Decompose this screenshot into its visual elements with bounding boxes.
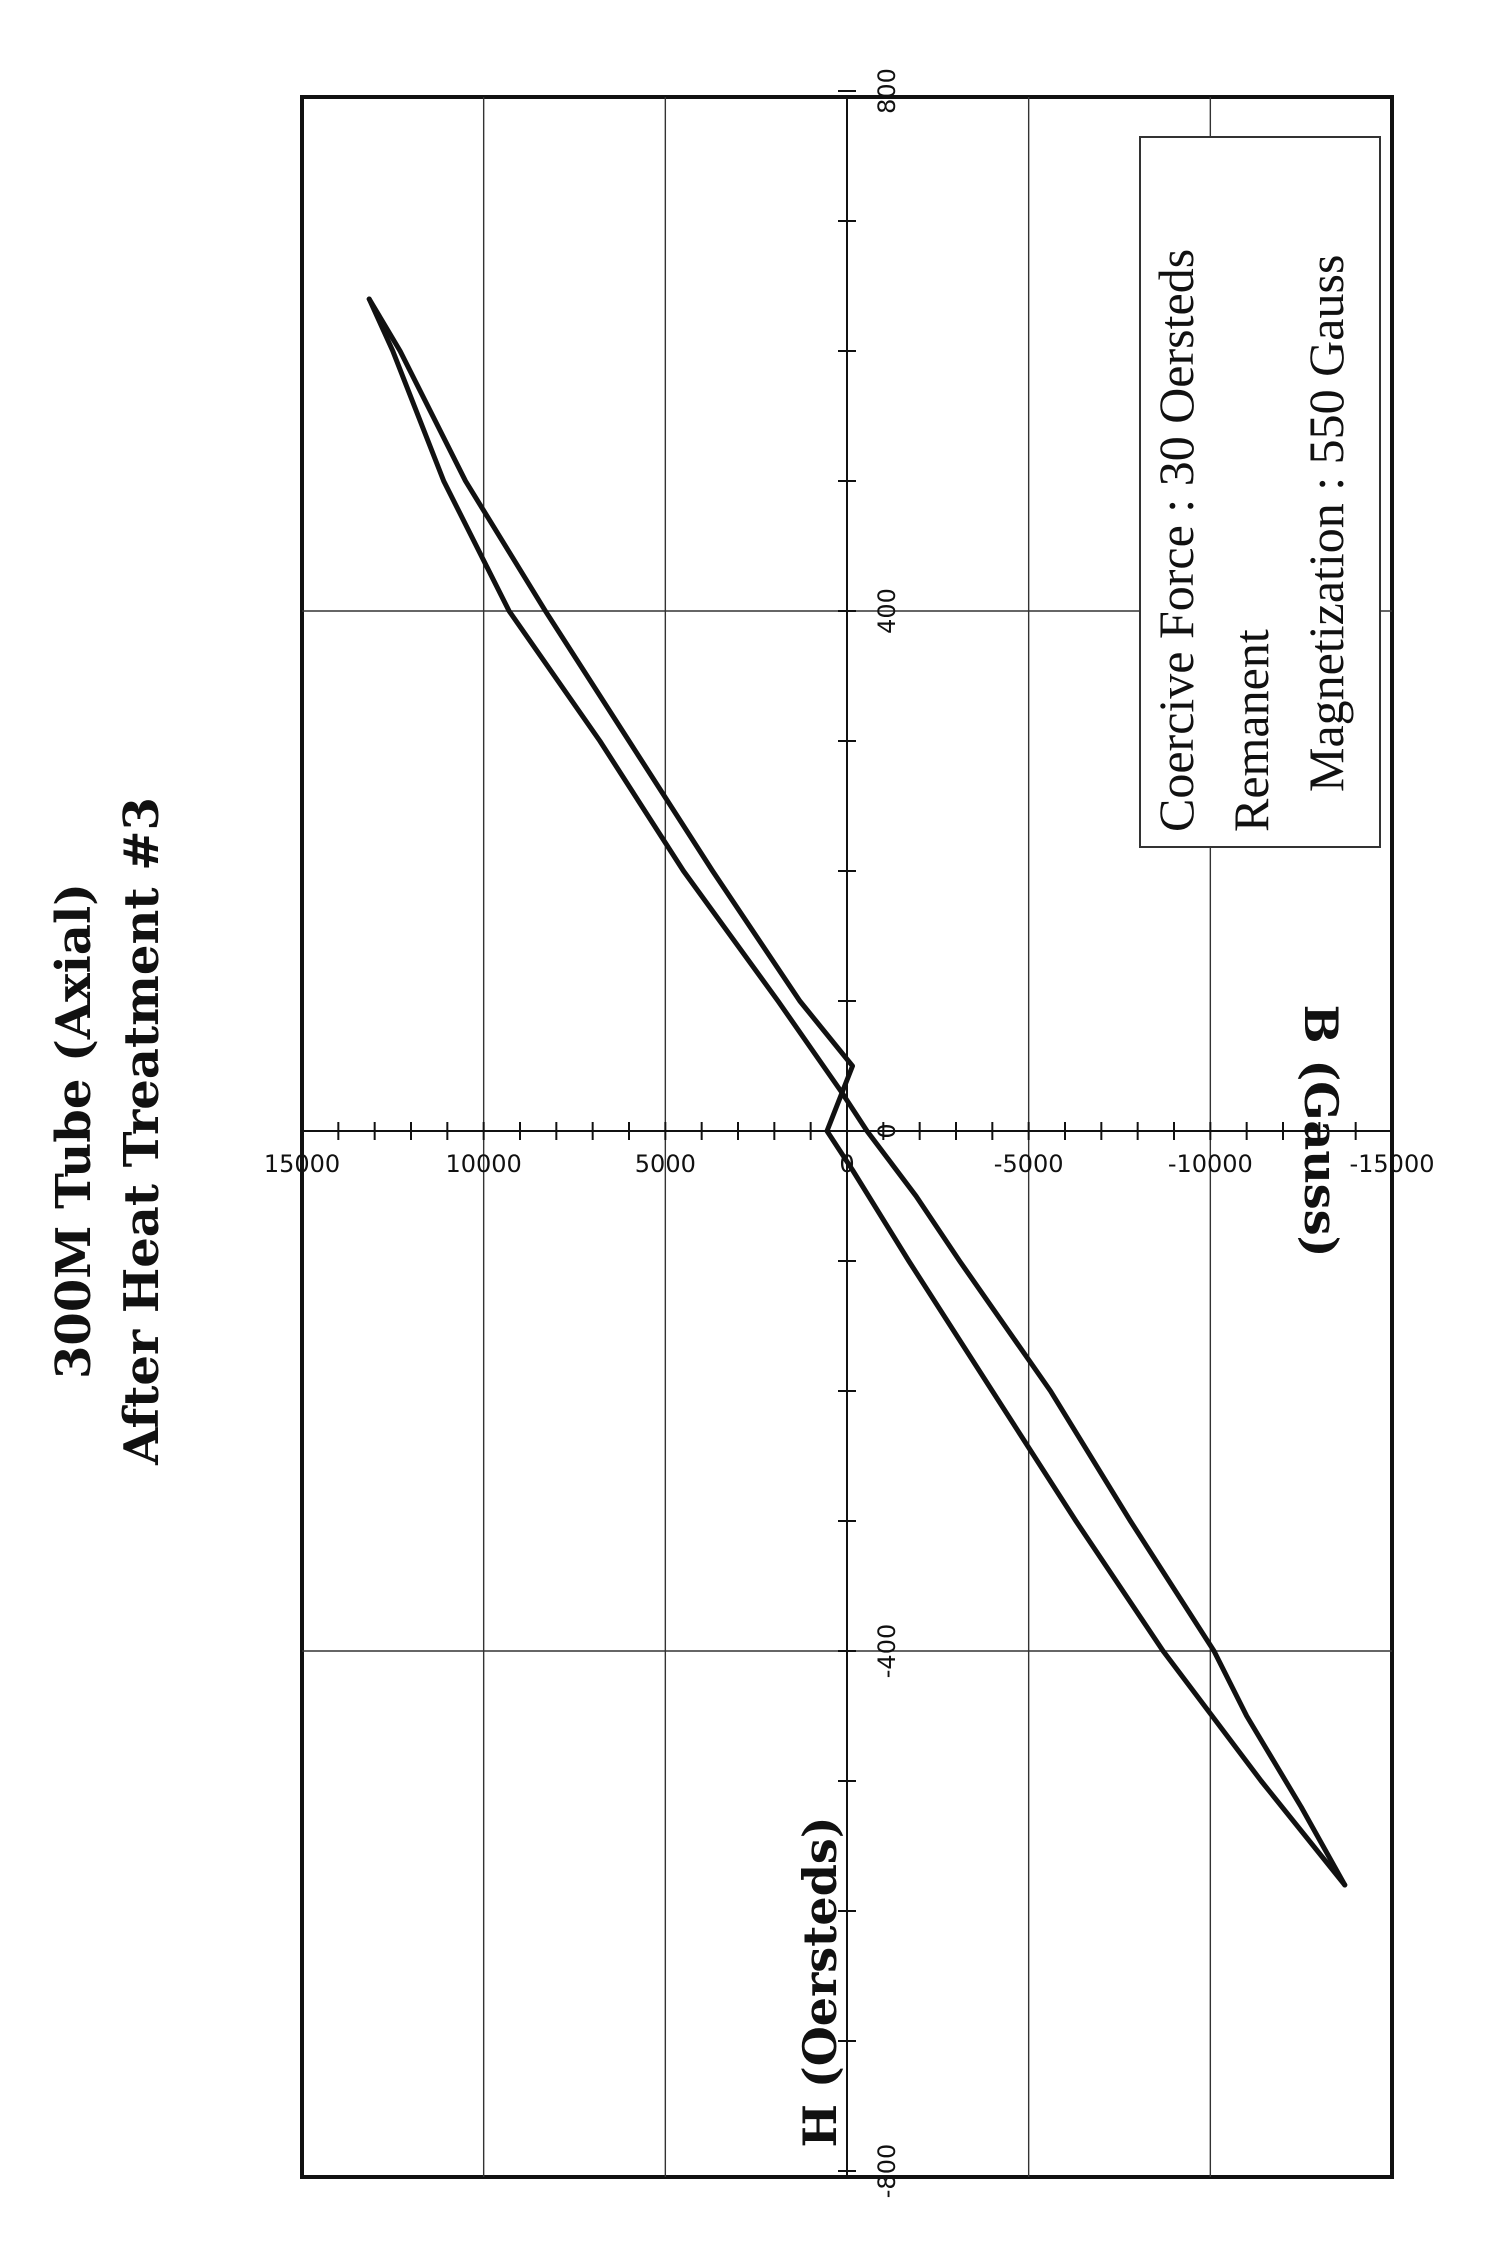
x-tick-label: -400	[873, 1624, 901, 1678]
y-tick-label: -15000	[1349, 1150, 1434, 1178]
chart-title-line-1: 300M Tube (Axial)	[46, 883, 102, 1379]
y-tick-label: 15000	[264, 1150, 340, 1178]
x-axis-title: H (Oersteds)	[793, 1816, 847, 2147]
x-tick-label: -800	[873, 2144, 901, 2198]
annotation-coercive-force: Coercive Force : 30 Oersteds	[1148, 249, 1204, 832]
x-tick-label: 0	[873, 1123, 901, 1138]
annotation-magnetization: Magnetization : 550 Gauss	[1298, 255, 1354, 792]
y-tick-label: 10000	[445, 1150, 521, 1178]
y-tick-label: 5000	[635, 1150, 696, 1178]
hysteresis-loop	[366, 296, 1348, 1888]
y-tick-label: -5000	[994, 1150, 1064, 1178]
axis-ticks	[301, 90, 1393, 2172]
hysteresis-branch-lower	[366, 296, 1348, 1888]
y-axis-title: B (Gauss)	[1294, 1005, 1348, 1258]
x-tick-label: 400	[873, 588, 901, 634]
x-tick-label: 800	[873, 68, 901, 114]
y-tick-label: -10000	[1168, 1150, 1253, 1178]
annotation-remanent: Remanent	[1223, 629, 1279, 832]
hysteresis-branch-upper	[366, 296, 1348, 1888]
rotated-chart: 300M Tube (Axial) After Heat Treatment #…	[46, 68, 1435, 2198]
annotation-border	[1139, 136, 1381, 848]
chart-title-line-2: After Heat Treatment #3	[114, 797, 170, 1466]
annotation-box: Coercive Force : 30 Oersteds Remanent Ma…	[1139, 136, 1381, 848]
